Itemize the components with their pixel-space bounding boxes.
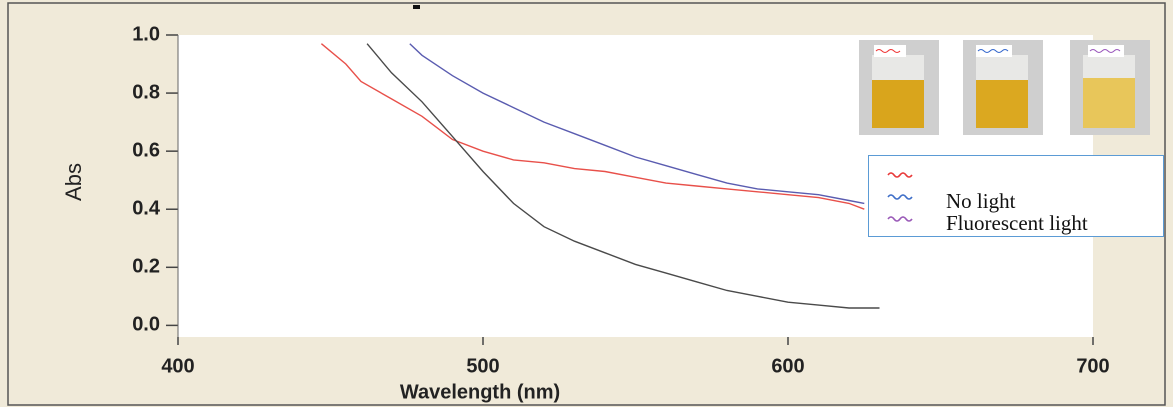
legend-icon [887,172,913,178]
x-tick-label: 700 [1076,355,1109,377]
vial-photos [859,40,1150,135]
legend-box [868,155,1164,237]
y-tick-label: 0.6 [132,139,160,161]
mark [413,5,420,9]
x-tick-label: 600 [771,355,804,377]
legend-icon [887,194,913,200]
series-line [366,43,880,309]
x-tick-label: 400 [161,355,194,377]
series-line [320,43,865,210]
legend-icon [887,216,913,222]
y-tick-label: 0.4 [132,198,161,220]
x-tick-label: 500 [466,355,499,377]
legend-label: No light [946,189,1016,213]
legend-label: Fluorescent light [946,211,1088,235]
y-tick-label: 1.0 [132,23,160,45]
y-tick-label: 0.8 [132,81,160,103]
series-line [409,43,865,205]
y-axis-label: Abs [61,163,86,201]
y-tick-label: 0.2 [132,256,160,278]
y-tick-label: 0.0 [132,314,160,336]
x-axis-label: Wavelength (nm) [400,381,560,403]
frame [7,2,1166,406]
